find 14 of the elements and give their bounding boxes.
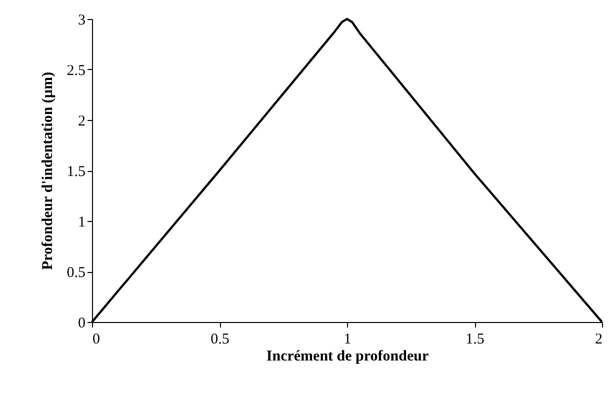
y-tick-label: 2 [78,114,86,130]
y-tick-label: 0 [78,316,86,332]
y-tick-label: 1 [78,214,86,230]
x-tick-label: 2 [595,332,602,348]
y-tick-label: 0.5 [66,265,86,281]
y-tick-label: 3 [78,12,86,28]
x-tick-label: 1.5 [466,332,484,348]
y-tick-label: 1.5 [66,164,86,180]
x-tick-label: 1 [344,332,352,348]
x-tick-label: 0.5 [210,332,230,348]
y-axis-title: Profondeur d'indentation (µm) [40,72,56,270]
y-tick-label: 2.5 [66,63,86,79]
x-axis-title: Incrément de profondeur [266,348,429,364]
x-tick-label: 0 [92,332,100,348]
